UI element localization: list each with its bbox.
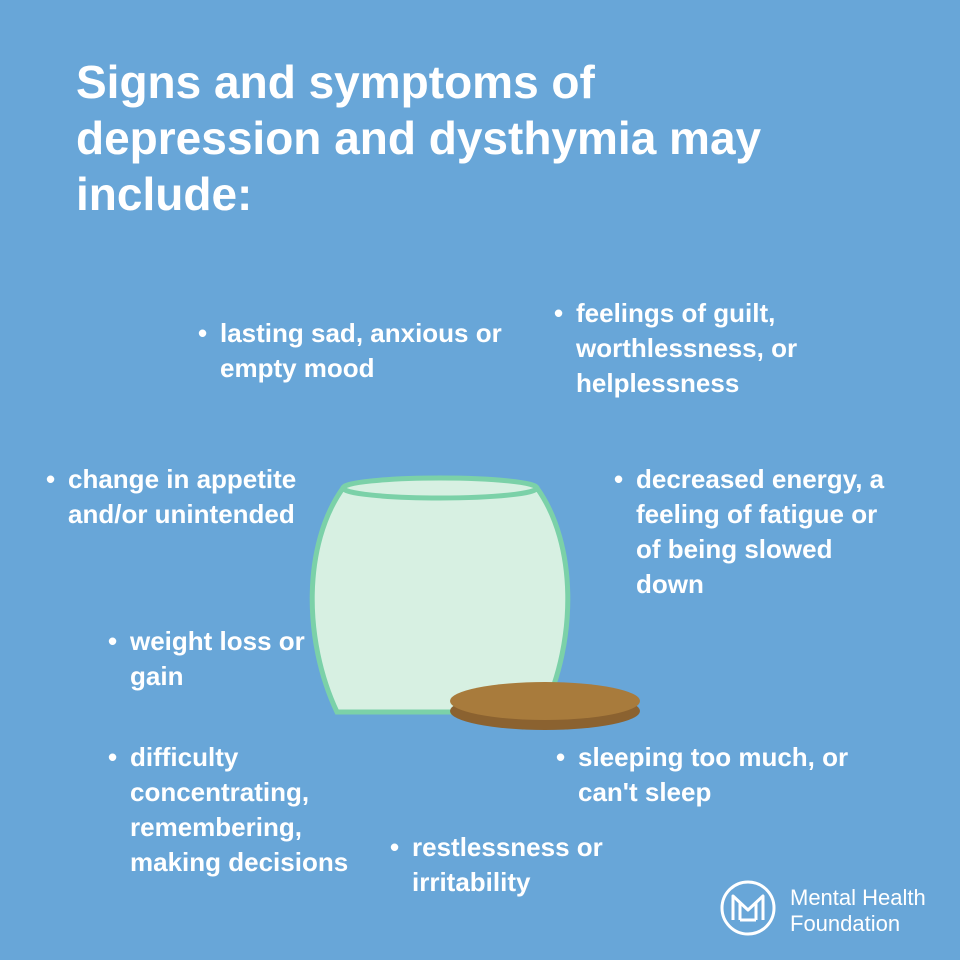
symptom-bullet: lasting sad, anxious or empty mood (220, 316, 510, 386)
symptom-bullet: decreased energy, a feeling of fatigue o… (636, 462, 896, 602)
symptom-bullet: feelings of guilt, worthlessness, or hel… (576, 296, 876, 401)
jar-illustration (305, 460, 655, 785)
page-title: Signs and symptoms of depression and dys… (76, 54, 796, 222)
symptom-bullet: restlessness or irritability (412, 830, 632, 900)
symptom-bullet: change in appetite and/or unintended (68, 462, 308, 532)
brand-logo: Mental Health Foundation (720, 880, 926, 941)
logo-text: Mental Health Foundation (790, 885, 926, 936)
symptom-bullet: weight loss or gain (130, 624, 330, 694)
logo-icon (720, 880, 776, 941)
infographic-canvas: Signs and symptoms of depression and dys… (0, 0, 960, 960)
